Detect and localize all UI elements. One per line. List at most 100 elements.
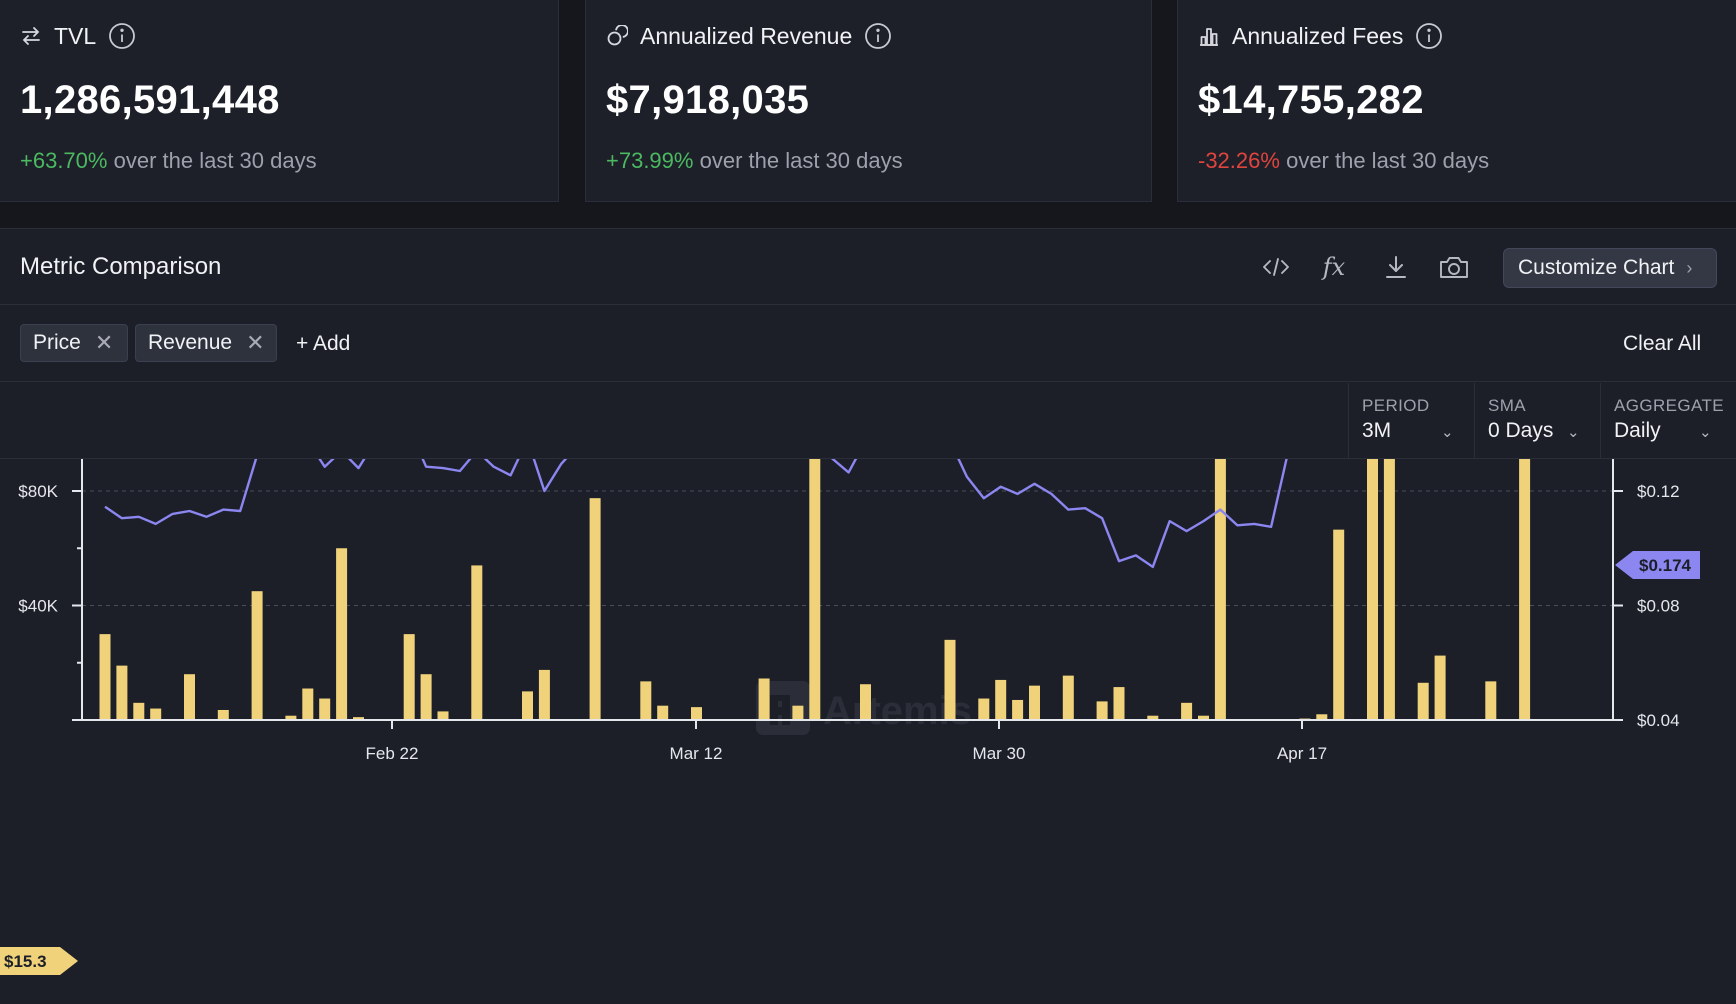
revenue-bar bbox=[809, 459, 821, 720]
left-tick-label: $80K bbox=[18, 482, 58, 501]
revenue-bar bbox=[860, 684, 871, 720]
left-value-badge: $15.3 bbox=[0, 947, 78, 975]
sma-select[interactable]: SMA 0 Days ⌄ bbox=[1474, 383, 1600, 459]
revenue-bar bbox=[1383, 459, 1395, 720]
right-tick-label: $0.08 bbox=[1637, 597, 1680, 616]
revenue-bar bbox=[184, 674, 195, 720]
revenue-bar bbox=[1214, 459, 1226, 720]
right-tick-label: $0.12 bbox=[1637, 482, 1680, 501]
arrows-swap-icon bbox=[22, 27, 40, 45]
revenue-bar bbox=[1147, 715, 1159, 720]
period-select[interactable]: PERIOD 3M ⌄ bbox=[1348, 383, 1474, 459]
card-change: +63.70% over the last 30 days bbox=[20, 148, 317, 174]
revenue-bar bbox=[302, 688, 314, 720]
revenue-bar bbox=[522, 691, 533, 720]
bar-chart-icon bbox=[1200, 28, 1218, 46]
info-icon[interactable] bbox=[864, 22, 892, 50]
revenue-bar bbox=[1434, 655, 1446, 720]
tick-labels: $160K$120K$80K$40K$0.2$0.16$0.12$0.08$0.… bbox=[18, 482, 1680, 763]
chip-label: Revenue bbox=[148, 331, 233, 354]
sma-value: 0 Days bbox=[1488, 419, 1554, 442]
tvl-card: TVL 1,286,591,448 +63.70% over the last … bbox=[0, 0, 559, 202]
chevron-down-icon: ⌄ bbox=[1441, 424, 1454, 441]
revenue-bar bbox=[657, 705, 669, 720]
panel-header: Metric Comparison fx Customize Chart › bbox=[0, 229, 1736, 305]
sma-label: SMA bbox=[1488, 396, 1527, 415]
download-icon bbox=[1386, 256, 1406, 278]
clear-all-button[interactable]: Clear All bbox=[1623, 332, 1702, 355]
revenue-bar bbox=[1029, 685, 1040, 720]
add-metric-button[interactable]: + Add bbox=[296, 332, 351, 355]
revenue-bar bbox=[538, 669, 550, 720]
card-value: 1,286,591,448 bbox=[20, 78, 280, 122]
chevron-right-icon: › bbox=[1686, 257, 1693, 278]
revenue-bar bbox=[1519, 459, 1531, 720]
revenue-bar bbox=[420, 674, 432, 720]
metric-chip-revenue[interactable]: Revenue ✕ bbox=[135, 324, 277, 362]
revenue-bar bbox=[319, 698, 331, 720]
code-icon bbox=[1263, 258, 1289, 276]
revenue-bar bbox=[285, 715, 297, 720]
x-tick-label: Apr 17 bbox=[1277, 744, 1327, 763]
change-suffix: over the last 30 days bbox=[113, 148, 317, 173]
change-suffix: over the last 30 days bbox=[1286, 148, 1490, 173]
card-value: $14,755,282 bbox=[1198, 78, 1424, 122]
revenue-bar bbox=[1198, 715, 1209, 720]
comparison-chart[interactable]: Artemis $160K$120K$80K$40K$0.2$0.16$0.12… bbox=[0, 459, 1736, 1004]
change-percent: +73.99% bbox=[606, 148, 694, 173]
stat-cards: TVL 1,286,591,448 +63.70% over the last … bbox=[0, 0, 1736, 202]
x-tick-label: Mar 12 bbox=[670, 744, 723, 763]
chart-controls: PERIOD 3M ⌄ SMA 0 Days ⌄ AGGREGATE Daily… bbox=[0, 383, 1736, 459]
revenue-bar bbox=[1316, 714, 1328, 720]
aggregate-select[interactable]: AGGREGATE Daily ⌄ bbox=[1600, 383, 1736, 459]
revenue-bar bbox=[251, 591, 263, 720]
price-line bbox=[104, 459, 1288, 569]
revenue-bar bbox=[353, 717, 364, 720]
revenue-bars bbox=[99, 459, 1531, 720]
screenshot-button[interactable] bbox=[1436, 249, 1472, 285]
revenue-bar bbox=[1333, 529, 1345, 720]
revenue-bar bbox=[589, 498, 601, 720]
revenue-bar bbox=[150, 708, 162, 720]
card-value: $7,918,035 bbox=[606, 78, 810, 122]
revenue-bar bbox=[944, 639, 956, 720]
coins-icon bbox=[607, 25, 628, 46]
revenue-bar bbox=[1012, 699, 1024, 720]
customize-chart-button[interactable]: Customize Chart › bbox=[1503, 248, 1717, 288]
revenue-bar bbox=[116, 665, 128, 720]
info-icon[interactable] bbox=[108, 22, 136, 50]
customize-chart-label: Customize Chart bbox=[1518, 256, 1675, 279]
download-button[interactable] bbox=[1378, 249, 1414, 285]
revenue-bar bbox=[1485, 681, 1497, 720]
card-title: Annualized Fees bbox=[1232, 22, 1404, 49]
revenue-bar bbox=[437, 711, 449, 720]
close-icon[interactable]: ✕ bbox=[94, 330, 114, 355]
formula-button[interactable]: fx bbox=[1316, 249, 1352, 285]
aggregate-label: AGGREGATE bbox=[1614, 396, 1725, 415]
change-suffix: over the last 30 days bbox=[699, 148, 903, 173]
left-tick-label: $40K bbox=[18, 597, 58, 616]
metric-chip-price[interactable]: Price ✕ bbox=[20, 324, 128, 362]
revenue-bar bbox=[1367, 459, 1378, 720]
card-change: -32.26% over the last 30 days bbox=[1198, 148, 1489, 174]
embed-code-button[interactable] bbox=[1258, 249, 1294, 285]
revenue-bar bbox=[99, 634, 111, 720]
period-label: PERIOD bbox=[1362, 396, 1430, 415]
grid-lines bbox=[82, 490, 1613, 606]
chip-label: Price bbox=[33, 331, 81, 354]
axes bbox=[72, 459, 1623, 729]
info-icon[interactable] bbox=[1415, 22, 1443, 50]
change-percent: +63.70% bbox=[20, 148, 108, 173]
revenue-bar bbox=[640, 681, 652, 720]
revenue-bar bbox=[1113, 687, 1125, 720]
revenue-bar bbox=[336, 548, 348, 720]
right-tick-label: $0.04 bbox=[1637, 711, 1680, 730]
chevron-down-icon: ⌄ bbox=[1567, 424, 1580, 441]
close-icon[interactable]: ✕ bbox=[246, 330, 265, 355]
x-tick-label: Feb 22 bbox=[366, 744, 419, 763]
revenue-bar bbox=[217, 709, 229, 720]
revenue-bar bbox=[792, 705, 804, 720]
formula-icon: fx bbox=[1322, 253, 1346, 281]
revenue-bar bbox=[471, 565, 483, 720]
metric-chip-row: Price ✕ Revenue ✕ + Add Clear All bbox=[0, 306, 1736, 382]
